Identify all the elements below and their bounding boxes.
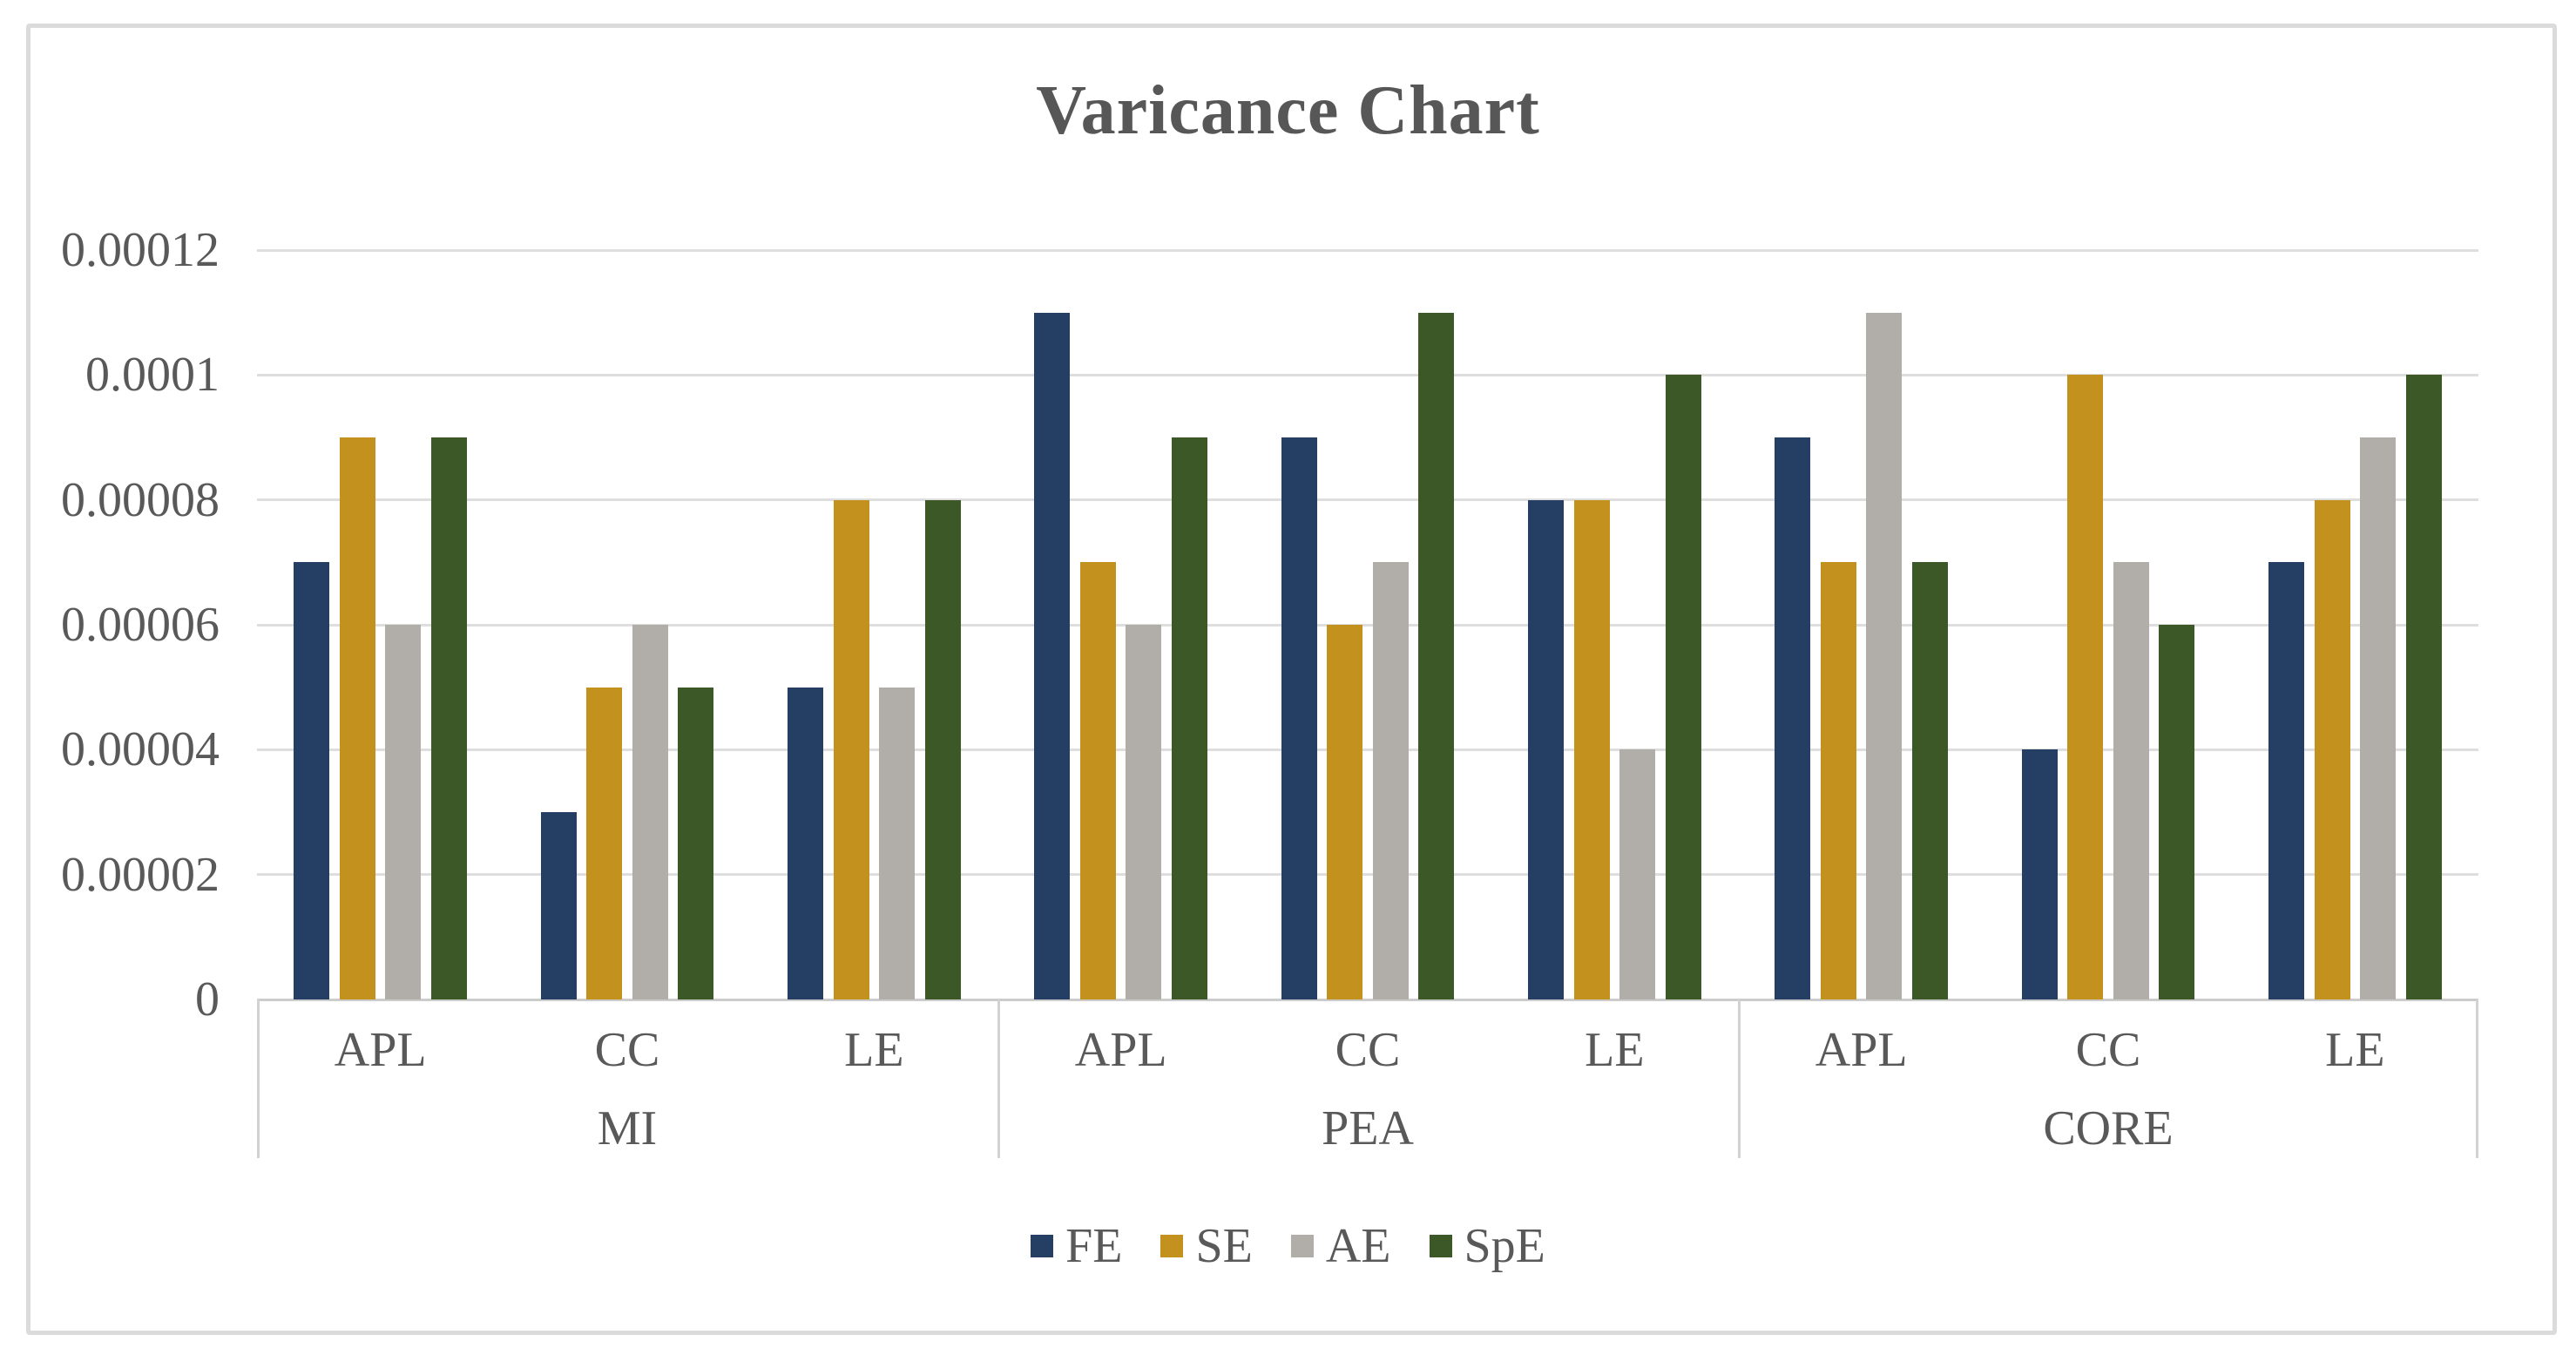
- gridline: [257, 873, 2478, 877]
- category-axis: APL CC LE MI APL CC LE PEA APL CC LE CORE: [257, 999, 2478, 1158]
- bar-FE-CORE-APL: [1775, 437, 1811, 999]
- y-tick-label: 0: [195, 972, 220, 1026]
- bar-AE-CORE-LE: [2360, 437, 2397, 999]
- legend: FE SE AE SpE: [0, 1216, 2576, 1277]
- bar-AE-PEA-LE: [1619, 749, 1656, 999]
- bar-SpE-CORE-LE: [2405, 375, 2442, 999]
- y-tick-label: 0.00002: [61, 847, 220, 902]
- category-label-CORE-CC: CC: [2075, 1023, 2141, 1077]
- gridline: [257, 373, 2478, 376]
- legend-swatch-SpE: [1429, 1235, 1452, 1257]
- category-label-CORE-APL: APL: [1815, 1023, 1908, 1077]
- legend-item-FE: FE: [1031, 1220, 1122, 1272]
- bar-AE-MI-LE: [879, 688, 916, 999]
- bar-AE-MI-APL: [385, 625, 422, 999]
- legend-item-AE: AE: [1290, 1219, 1391, 1273]
- x-axis-line: [257, 998, 2478, 1001]
- bar-SE-CORE-LE: [2314, 500, 2350, 999]
- y-tick-label: 0.00006: [61, 598, 220, 652]
- bar-SpE-PEA-APL: [1171, 437, 1207, 999]
- category-label-MI-LE: LE: [844, 1023, 904, 1077]
- y-axis-tick-labels: 0 0.00002 0.00004 0.00006 0.00008 0.0001 0.000…: [0, 0, 220, 1355]
- group-label-MI: MI: [597, 1101, 658, 1155]
- bar-SpE-MI-APL: [430, 437, 467, 999]
- legend-swatch-FE: [1031, 1235, 1054, 1257]
- bar-SpE-PEA-CC: [1418, 313, 1455, 999]
- legend-item-SpE: SpE: [1429, 1219, 1545, 1273]
- gridline: [257, 498, 2478, 502]
- category-label-PEA-LE: LE: [1585, 1023, 1645, 1077]
- bar-SE-PEA-CC: [1327, 625, 1363, 999]
- bar-SE-PEA-LE: [1573, 500, 1610, 999]
- bar-FE-CORE-CC: [2021, 749, 2058, 999]
- category-label-MI-CC: CC: [594, 1023, 660, 1077]
- category-label-MI-APL: APL: [334, 1023, 427, 1077]
- chart-title: Varicance Chart: [1036, 72, 1540, 149]
- category-axis-separator: [997, 999, 1000, 1158]
- bar-SE-CORE-APL: [1820, 562, 1856, 999]
- bar-FE-PEA-CC: [1281, 437, 1317, 999]
- bar-AE-PEA-CC: [1372, 562, 1409, 999]
- y-tick-label: 0.00012: [61, 223, 220, 277]
- gridline: [257, 748, 2478, 751]
- gridline: [257, 248, 2478, 252]
- group-label-PEA: PEA: [1322, 1101, 1414, 1155]
- bar-FE-MI-CC: [540, 812, 577, 999]
- legend-label-AE: AE: [1325, 1219, 1391, 1273]
- category-axis-separator: [257, 999, 260, 1158]
- bar-SE-MI-LE: [833, 500, 869, 999]
- category-axis-separator: [2476, 999, 2478, 1158]
- category-label-PEA-APL: APL: [1074, 1023, 1167, 1077]
- bar-SE-CORE-CC: [2067, 375, 2104, 999]
- legend-label-FE: FE: [1065, 1219, 1123, 1273]
- legend-swatch-SE: [1160, 1235, 1184, 1257]
- legend-label-SE: SE: [1195, 1219, 1253, 1273]
- bar-FE-MI-LE: [788, 688, 824, 999]
- bar-SE-MI-APL: [339, 437, 375, 999]
- legend-label-SpE: SpE: [1464, 1219, 1545, 1273]
- bar-FE-MI-APL: [294, 562, 330, 999]
- gridline: [257, 623, 2478, 627]
- bar-SpE-CORE-APL: [1911, 562, 1948, 999]
- y-tick-label: 0.00008: [61, 472, 220, 527]
- bar-SpE-CORE-CC: [2159, 625, 2195, 999]
- bar-AE-CORE-CC: [2113, 562, 2149, 999]
- category-label-PEA-CC: CC: [1335, 1023, 1401, 1077]
- category-axis-separator: [1738, 999, 1741, 1158]
- bar-SpE-MI-LE: [924, 500, 961, 999]
- bar-SpE-MI-CC: [678, 688, 714, 999]
- group-label-CORE: CORE: [2043, 1101, 2174, 1155]
- bar-FE-PEA-LE: [1528, 500, 1565, 999]
- bar-FE-PEA-APL: [1034, 313, 1071, 999]
- bar-FE-CORE-LE: [2268, 562, 2305, 999]
- bar-AE-CORE-APL: [1866, 313, 1903, 999]
- legend-swatch-AE: [1290, 1235, 1314, 1257]
- bar-SE-MI-CC: [586, 688, 623, 999]
- category-label-CORE-LE: LE: [2325, 1023, 2385, 1077]
- bar-AE-PEA-APL: [1126, 625, 1162, 999]
- bar-SpE-PEA-LE: [1665, 375, 1701, 999]
- bar-AE-MI-CC: [632, 625, 668, 999]
- y-tick-label: 0.0001: [85, 348, 220, 403]
- y-tick-label: 0.00004: [61, 722, 220, 777]
- plot-area: [257, 248, 2478, 1001]
- bar-SE-PEA-APL: [1079, 562, 1116, 999]
- legend-item-SE: SE: [1160, 1219, 1253, 1273]
